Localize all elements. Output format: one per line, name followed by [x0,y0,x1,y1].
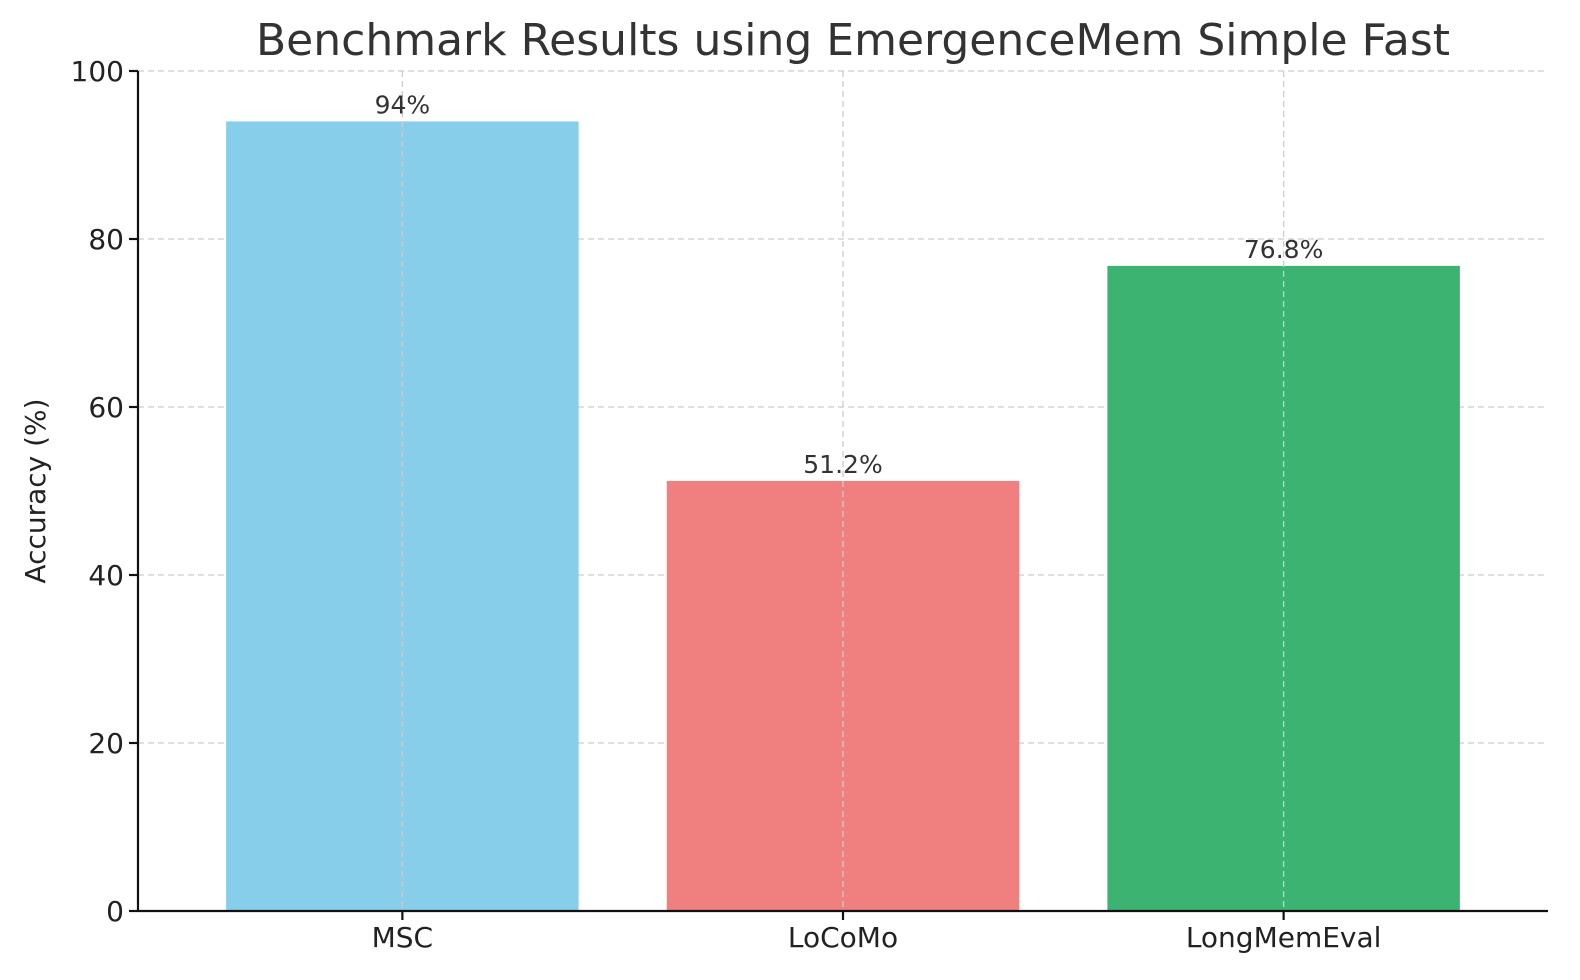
bar-value-label: 51.2% [803,450,882,479]
y-tick-label: 80 [88,223,124,256]
y-axis-label: Accuracy (%) [19,398,52,583]
x-tick-label: MSC [372,921,433,954]
bar-value-label: 76.8% [1244,235,1323,264]
chart-title: Benchmark Results using EmergenceMem Sim… [256,15,1450,66]
y-tick-label: 0 [106,895,124,928]
x-grid-lines [401,71,1285,911]
axes: 0 20 40 60 80 100 MSC LoCoMo LongMemEval [71,55,1548,954]
y-tick-label: 20 [88,727,124,760]
y-tick-label: 100 [71,55,124,88]
y-tick-label: 40 [88,559,124,592]
x-tick-label: LoCoMo [788,921,898,954]
x-tick-label: LongMemEval [1186,921,1382,954]
bar-value-label: 94% [375,90,431,119]
y-tick-label: 60 [88,391,124,424]
bar-value-labels: 94% 51.2% 76.8% [375,90,1324,479]
